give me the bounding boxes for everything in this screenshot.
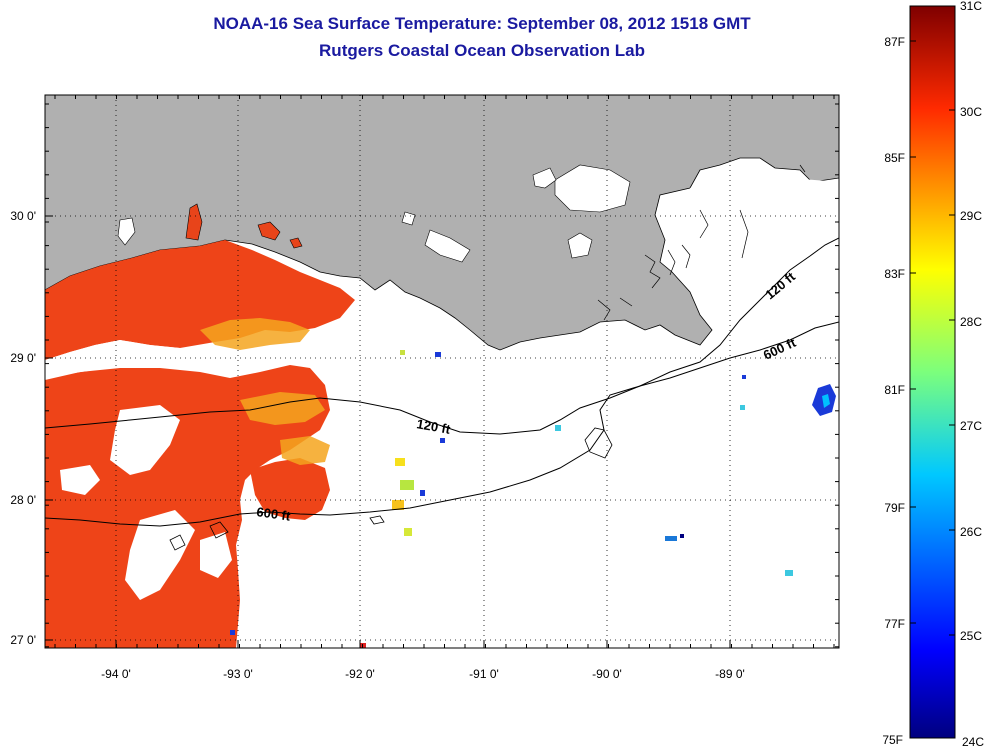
lon-label-91: -91 0' xyxy=(469,667,499,681)
cb-c-27: 27C xyxy=(960,419,982,433)
white-lake xyxy=(257,221,281,241)
lat-label-29: 29 0' xyxy=(10,351,36,365)
axis-ticks xyxy=(45,95,839,648)
cb-f-79: 79F xyxy=(884,501,905,515)
lat-label-28: 28 0' xyxy=(10,493,36,507)
colorbar: 87F 85F 83F 81F 79F 77F 75F 31C 30C 29C … xyxy=(882,0,984,749)
cb-c-30: 30C xyxy=(960,105,982,119)
cb-f-77: 77F xyxy=(884,617,905,631)
cb-f-87: 87F xyxy=(884,35,905,49)
sst-cloud-gaps xyxy=(45,340,232,600)
contour-600ft-west-loops xyxy=(169,515,385,551)
sst-scattered-pixels xyxy=(230,350,836,648)
cb-f-81: 81F xyxy=(884,383,905,397)
contour-600ft-cupola xyxy=(584,427,613,459)
lon-label-89: -89 0' xyxy=(715,667,745,681)
lon-label-92: -92 0' xyxy=(345,667,375,681)
calcasieu-lake xyxy=(117,217,136,246)
map-frame xyxy=(44,94,840,649)
lat-label-30: 30 0' xyxy=(10,209,36,223)
latitude-labels: 30 0' 29 0' 28 0' 27 0' xyxy=(10,209,36,647)
land-mass xyxy=(45,95,839,351)
graticule xyxy=(45,95,839,648)
contour-600ft xyxy=(45,321,839,527)
lake-salvador xyxy=(567,232,593,259)
lon-label-90: -90 0' xyxy=(592,667,622,681)
terrebonne-bay xyxy=(401,211,416,226)
lon-label-93: -93 0' xyxy=(223,667,253,681)
sabine-lake xyxy=(185,203,203,241)
cb-f-83: 83F xyxy=(884,267,905,281)
cb-f-75: 75F xyxy=(882,733,903,747)
colorbar-gradient xyxy=(909,5,956,739)
longitude-labels: -94 0' -93 0' -92 0' -91 0' -90 0' -89 0… xyxy=(101,667,745,681)
map-plot-area xyxy=(45,95,839,648)
cb-f-85: 85F xyxy=(884,151,905,165)
lake-maurepas xyxy=(532,167,557,189)
contour-label-120ft-center: 120 ft xyxy=(415,416,452,437)
lon-label-94: -94 0' xyxy=(101,667,131,681)
marsh-fragments xyxy=(597,164,806,321)
barataria-bay xyxy=(424,229,471,263)
cb-c-31: 31C xyxy=(960,0,982,13)
cb-c-24: 24C xyxy=(962,735,984,749)
cb-c-25: 25C xyxy=(960,629,982,643)
grand-lake xyxy=(289,237,303,249)
cb-c-29: 29C xyxy=(960,209,982,223)
colorbar-ticks xyxy=(910,40,955,636)
cb-c-28: 28C xyxy=(960,315,982,329)
map-title: NOAA-16 Sea Surface Temperature: Septemb… xyxy=(213,14,751,33)
lat-label-27: 27 0' xyxy=(10,633,36,647)
lake-pontchartrain xyxy=(554,164,631,213)
chandeleur-sound xyxy=(690,176,839,240)
cb-c-26: 26C xyxy=(960,525,982,539)
map-subtitle: Rutgers Coastal Ocean Observation Lab xyxy=(319,41,645,60)
contour-label-600ft-west: 600 ft xyxy=(256,504,292,524)
contour-120ft xyxy=(45,237,839,435)
